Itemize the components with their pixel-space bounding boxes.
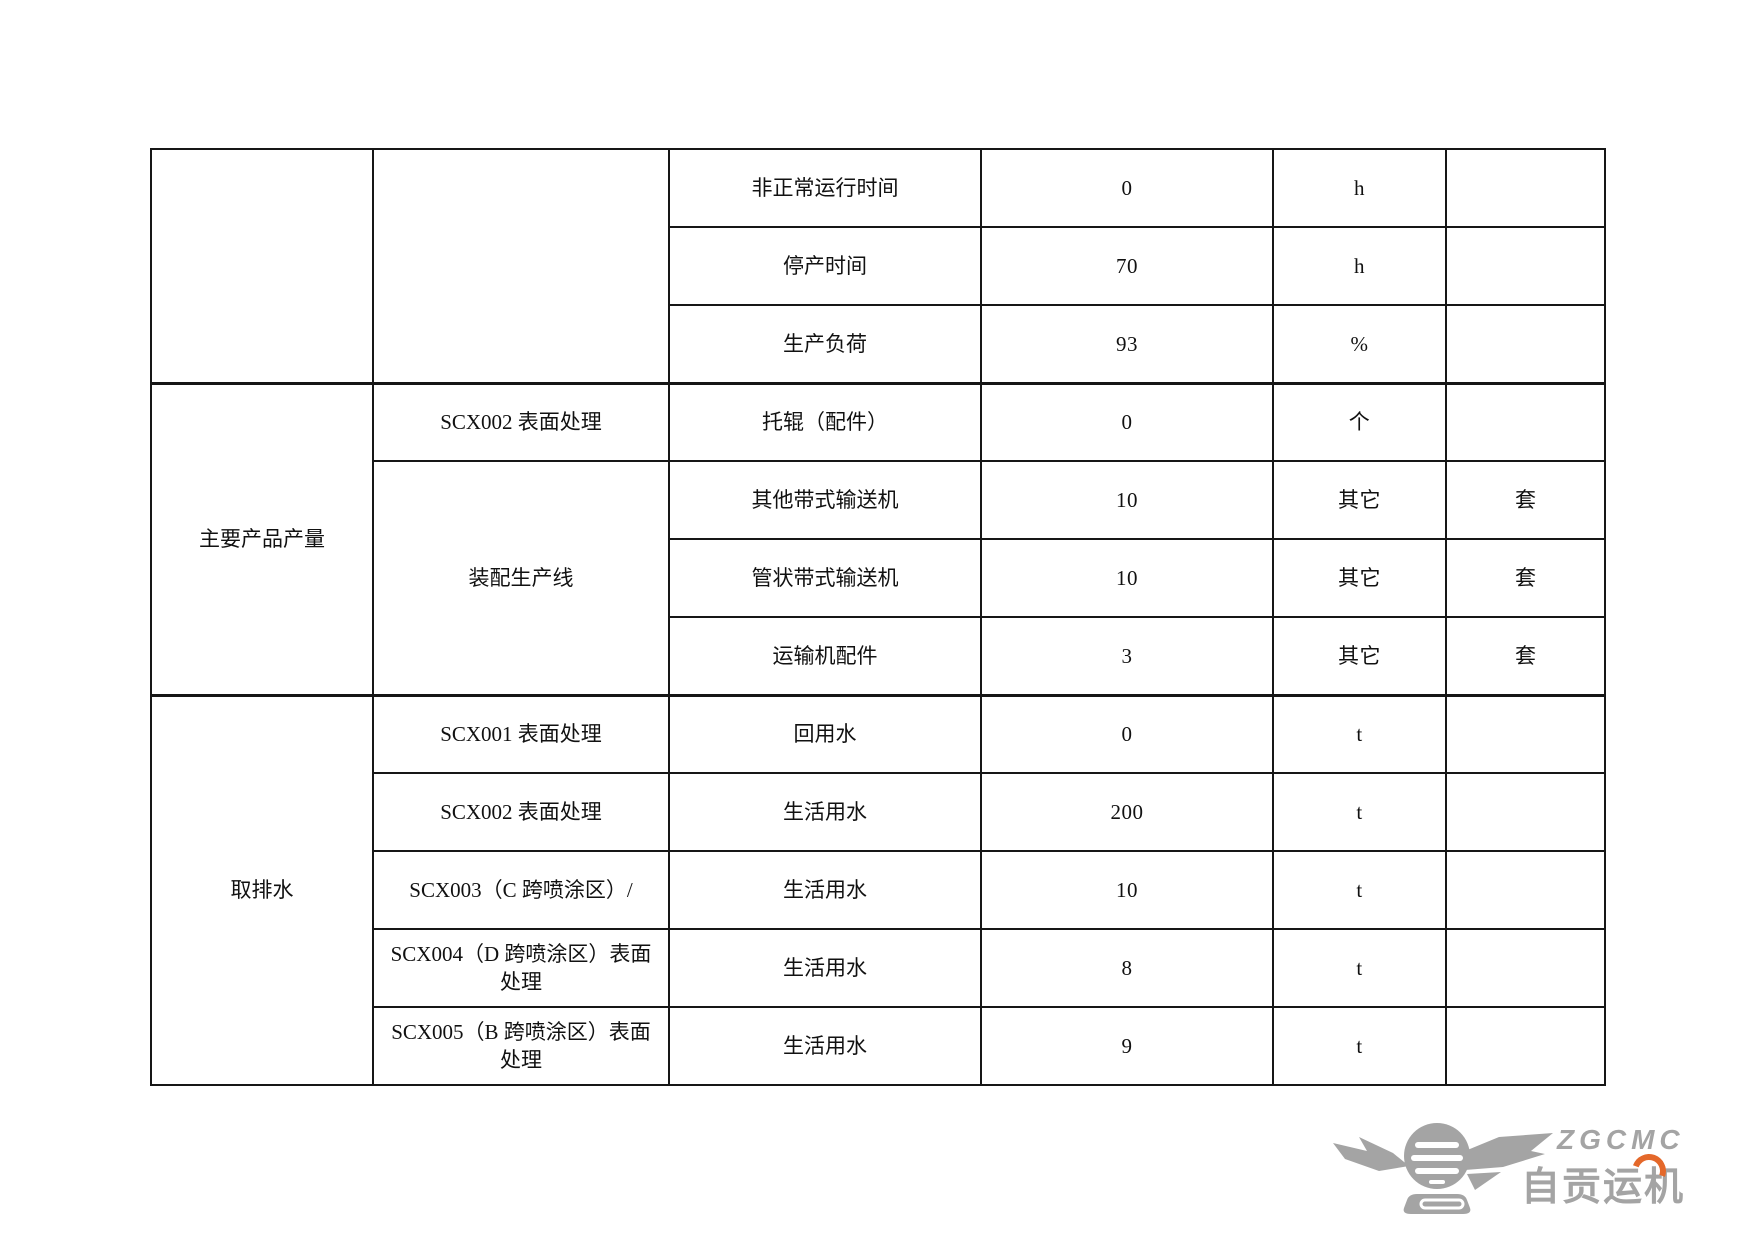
item-cell: 生活用水 (668, 1006, 982, 1086)
item-cell: 管状带式输送机 (668, 538, 982, 618)
unit-cell: t (1272, 928, 1447, 1008)
item-cell: 非正常运行时间 (668, 148, 982, 228)
value-cell: 10 (980, 850, 1274, 930)
item-cell: 生活用水 (668, 850, 982, 930)
item-cell: 运输机配件 (668, 616, 982, 696)
group-cell (150, 148, 374, 384)
extra-unit-cell: 套 (1445, 538, 1606, 618)
unit-cell: h (1272, 226, 1447, 306)
table-row: SCX005（B 跨喷涂区）表面处理 生活用水 9 t (151, 1006, 1606, 1086)
logo-chinese-text: 自贡运机 (1521, 1166, 1686, 1209)
table-row: 非正常运行时间 0 h (150, 148, 1606, 384)
sub-group-cell: SCX005（B 跨喷涂区）表面处理 (372, 1006, 670, 1086)
unit-cell: 其它 (1272, 460, 1447, 540)
extra-unit-cell: 套 (1445, 616, 1606, 696)
extra-unit-cell (1445, 772, 1606, 852)
logo-emblem-icon (1333, 1123, 1553, 1214)
value-cell: 70 (980, 226, 1274, 306)
extra-unit-cell (1445, 226, 1606, 306)
sub-group-cell: SCX003（C 跨喷涂区）/ (372, 850, 670, 930)
extra-unit-cell (1445, 850, 1606, 930)
table-row: SCX003（C 跨喷涂区）/ 生活用水 10 t (151, 850, 1606, 930)
value-cell: 9 (980, 1006, 1274, 1086)
unit-cell: 个 (1272, 381, 1447, 462)
table-row: 主要产品产量 SCX002 表面处理 托辊（配件） 0 个 (150, 381, 1606, 696)
table-row: SCX002 表面处理 生活用水 200 t (151, 772, 1606, 852)
unit-cell: t (1272, 693, 1447, 774)
value-cell: 10 (980, 460, 1274, 540)
value-cell: 0 (980, 693, 1274, 774)
item-cell: 生活用水 (668, 772, 982, 852)
production-report-table: 非正常运行时间 0 h 停产时间 70 h 生产负荷 93 % 主要产品产量 S… (150, 148, 1606, 1086)
company-logo: ZGCMC 自贡运机 (1333, 1108, 1748, 1228)
item-cell: 其他带式输送机 (668, 460, 982, 540)
table-row: 停产时间 70 h (151, 226, 1606, 306)
table-row: 装配生产线 其他带式输送机 10 其它 套 (151, 460, 1606, 696)
unit-cell: t (1272, 850, 1447, 930)
item-cell: 生活用水 (668, 928, 982, 1008)
extra-unit-cell (1445, 381, 1606, 462)
sub-group-cell: SCX001 表面处理 (372, 693, 670, 774)
unit-cell: 其它 (1272, 616, 1447, 696)
sub-group-cell: SCX004（D 跨喷涂区）表面处理 (372, 928, 670, 1008)
sub-group-cell: SCX002 表面处理 (372, 381, 670, 462)
value-cell: 3 (980, 616, 1274, 696)
unit-cell: t (1272, 772, 1447, 852)
table-row: 运输机配件 3 其它 套 (151, 616, 1606, 696)
value-cell: 0 (980, 148, 1274, 228)
value-cell: 0 (980, 381, 1274, 462)
unit-cell: t (1272, 1006, 1447, 1086)
group-cell-main-products: 主要产品产量 (150, 381, 374, 696)
sub-group-cell (372, 148, 670, 384)
value-cell: 8 (980, 928, 1274, 1008)
extra-unit-cell (1445, 304, 1606, 384)
group-cell-water: 取排水 (150, 693, 374, 1086)
value-cell: 200 (980, 772, 1274, 852)
value-cell: 93 (980, 304, 1274, 384)
extra-unit-cell (1445, 148, 1606, 228)
item-cell: 回用水 (668, 693, 982, 774)
extra-unit-cell (1445, 1006, 1606, 1086)
item-cell: 停产时间 (668, 226, 982, 306)
unit-cell: % (1272, 304, 1447, 384)
table-row: 管状带式输送机 10 其它 套 (151, 538, 1606, 618)
unit-cell: h (1272, 148, 1447, 228)
extra-unit-cell (1445, 693, 1606, 774)
table-row: 生产负荷 93 % (151, 304, 1606, 384)
unit-cell: 其它 (1272, 538, 1447, 618)
item-cell: 托辊（配件） (668, 381, 982, 462)
extra-unit-cell: 套 (1445, 460, 1606, 540)
extra-unit-cell (1445, 928, 1606, 1008)
value-cell: 10 (980, 538, 1274, 618)
item-cell: 生产负荷 (668, 304, 982, 384)
sub-group-cell: SCX002 表面处理 (372, 772, 670, 852)
table-row: SCX004（D 跨喷涂区）表面处理 生活用水 8 t (151, 928, 1606, 1008)
sub-group-cell-assembly-line: 装配生产线 (372, 460, 670, 696)
logo-latin-text: ZGCMC (1557, 1124, 1685, 1155)
table-row: 取排水 SCX001 表面处理 回用水 0 t (150, 693, 1606, 1086)
